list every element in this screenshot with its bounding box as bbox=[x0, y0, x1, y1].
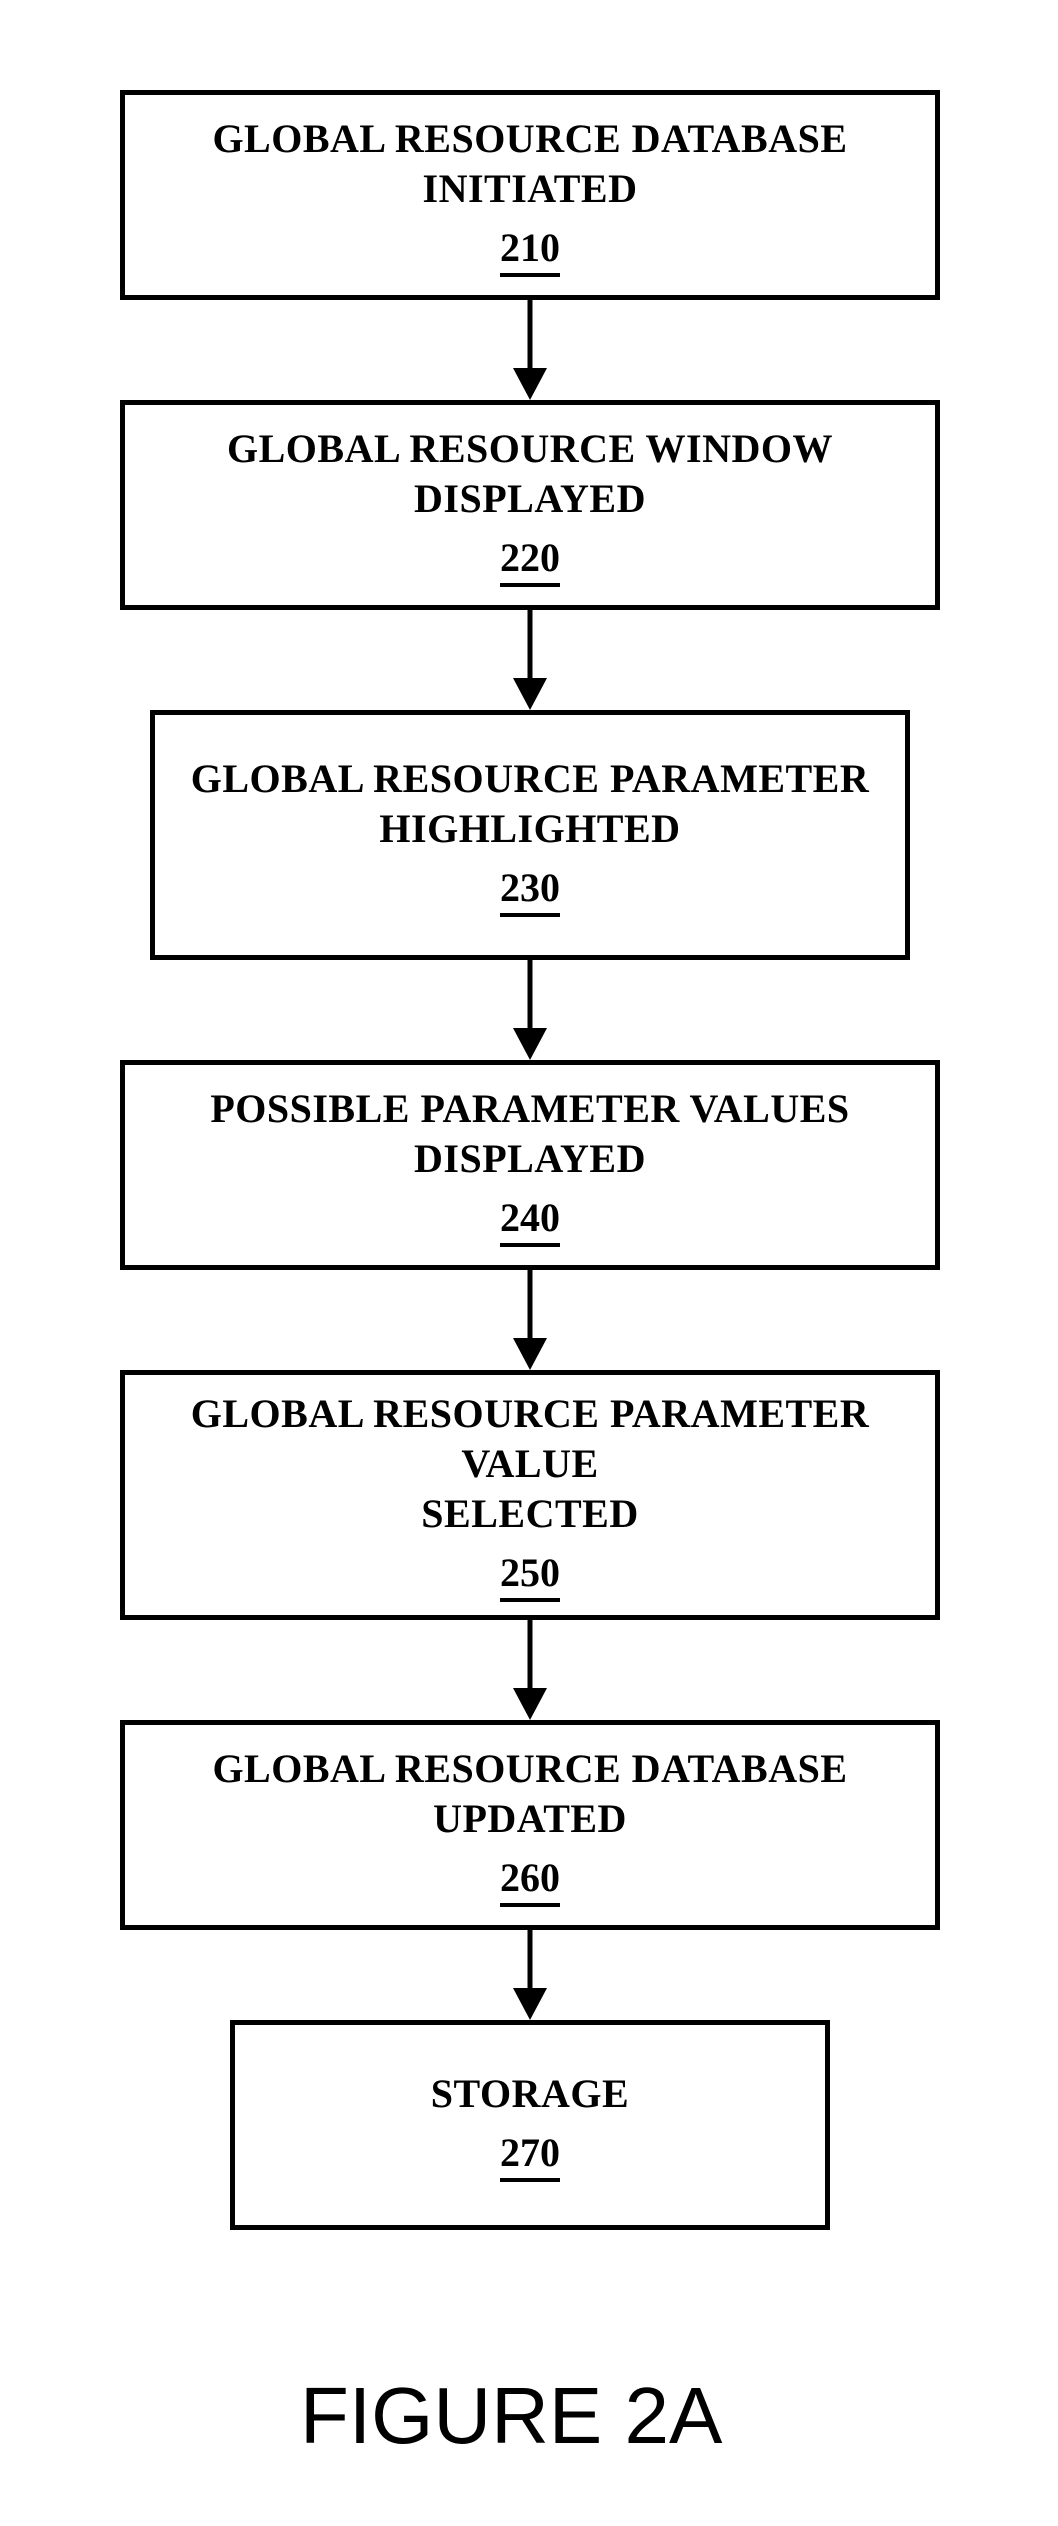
flowchart-canvas: FIGURE 2A GLOBAL RESOURCE DATABASE INITI… bbox=[0, 0, 1058, 2526]
flow-node-label: GLOBAL RESOURCE PARAMETER VALUE SELECTED bbox=[155, 1389, 905, 1539]
flow-node-220: GLOBAL RESOURCE WINDOW DISPLAYED 220 bbox=[120, 400, 940, 610]
flow-node-ref: 260 bbox=[500, 1854, 560, 1907]
flow-node-270: STORAGE 270 bbox=[230, 2020, 830, 2230]
flow-node-210: GLOBAL RESOURCE DATABASE INITIATED 210 bbox=[120, 90, 940, 300]
flow-node-ref: 230 bbox=[500, 864, 560, 917]
flow-node-ref: 220 bbox=[500, 534, 560, 587]
flow-node-label: STORAGE bbox=[431, 2069, 629, 2119]
flow-node-label: GLOBAL RESOURCE WINDOW DISPLAYED bbox=[155, 424, 905, 524]
flow-node-230: GLOBAL RESOURCE PARAMETER HIGHLIGHTED 230 bbox=[150, 710, 910, 960]
flow-node-label: GLOBAL RESOURCE DATABASE UPDATED bbox=[155, 1744, 905, 1844]
flow-node-ref: 270 bbox=[500, 2129, 560, 2182]
flow-node-240: POSSIBLE PARAMETER VALUES DISPLAYED 240 bbox=[120, 1060, 940, 1270]
flow-node-250: GLOBAL RESOURCE PARAMETER VALUE SELECTED… bbox=[120, 1370, 940, 1620]
flow-node-ref: 240 bbox=[500, 1194, 560, 1247]
flow-node-label: POSSIBLE PARAMETER VALUES DISPLAYED bbox=[155, 1084, 905, 1184]
flow-node-260: GLOBAL RESOURCE DATABASE UPDATED 260 bbox=[120, 1720, 940, 1930]
flow-node-label: GLOBAL RESOURCE DATABASE INITIATED bbox=[155, 114, 905, 214]
flow-node-ref: 210 bbox=[500, 224, 560, 277]
figure-caption: FIGURE 2A bbox=[300, 2370, 722, 2462]
flow-node-ref: 250 bbox=[500, 1549, 560, 1602]
flow-node-label: GLOBAL RESOURCE PARAMETER HIGHLIGHTED bbox=[191, 754, 870, 854]
